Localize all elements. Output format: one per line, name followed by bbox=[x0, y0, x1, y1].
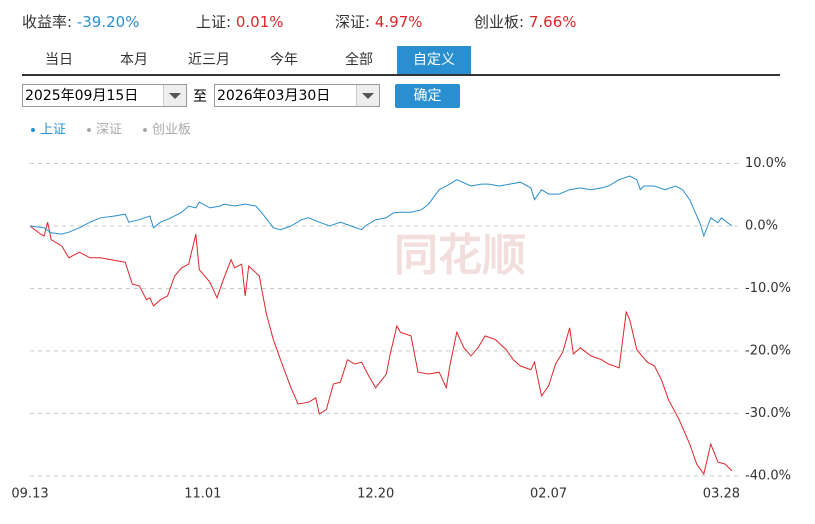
legend-label[interactable]: 深证 bbox=[96, 123, 122, 138]
tab[interactable]: 自定义 bbox=[397, 46, 471, 74]
y-tick-label: -30.0% bbox=[745, 406, 791, 421]
legend-dot bbox=[31, 128, 35, 132]
x-tick-label: 11.01 bbox=[184, 487, 221, 502]
stat-label: 创业板: bbox=[474, 13, 525, 31]
end-date-input[interactable]: 2026年03月30日 bbox=[214, 84, 380, 107]
tab[interactable]: 近三月 bbox=[188, 52, 230, 68]
tab[interactable]: 当日 bbox=[45, 52, 73, 68]
stat: 上证: 0.01% bbox=[196, 11, 284, 32]
dropdown-arrow[interactable] bbox=[163, 85, 186, 106]
y-tick-label: -10.0% bbox=[745, 281, 791, 296]
stat-value: 0.01% bbox=[235, 13, 284, 31]
tab[interactable]: 全部 bbox=[345, 52, 373, 68]
stat: 深证: 4.97% bbox=[335, 11, 423, 32]
tab[interactable]: 本月 bbox=[120, 52, 148, 68]
y-tick-label: 10.0% bbox=[745, 156, 786, 171]
start-date: 2025年09月15日 bbox=[25, 88, 139, 104]
watermark: 同花顺 bbox=[394, 230, 526, 281]
tab[interactable]: 今年 bbox=[270, 52, 298, 68]
start-date-input[interactable]: 2025年09月15日 bbox=[22, 84, 187, 107]
chart: 同花顺 10.0% 0.0% -10.0% -20.0% -30.0% -40.0% 09.1… bbox=[11, 123, 791, 502]
stat-value: 7.66% bbox=[528, 13, 577, 31]
legend-dot bbox=[143, 128, 147, 132]
series-line bbox=[29, 222, 733, 476]
x-tick-label: 02.07 bbox=[530, 487, 567, 502]
end-date: 2026年03月30日 bbox=[217, 88, 331, 104]
y-tick-label: 0.0% bbox=[745, 218, 778, 233]
tab-bar: 当日 本月 近三月 今年 全部 自定义 bbox=[22, 46, 780, 76]
legend-dot bbox=[87, 128, 91, 132]
x-tick-label: 09.13 bbox=[11, 487, 48, 502]
stat: 收益率: -39.20% bbox=[22, 11, 139, 32]
legend-label[interactable]: 上证 bbox=[40, 123, 66, 138]
dropdown-arrow[interactable] bbox=[356, 85, 379, 106]
y-tick-label: -40.0% bbox=[745, 468, 791, 483]
stat-label: 收益率: bbox=[22, 13, 73, 31]
legend-label[interactable]: 创业板 bbox=[152, 123, 191, 138]
x-tick-label: 12.20 bbox=[357, 487, 394, 502]
stat-value: -39.20% bbox=[76, 13, 140, 31]
x-tick-label: 03.28 bbox=[703, 487, 740, 502]
confirm-button[interactable]: 确定 bbox=[395, 84, 460, 108]
stat-label: 深证: bbox=[335, 13, 371, 31]
separator: 至 bbox=[193, 89, 207, 105]
y-tick-label: -20.0% bbox=[745, 343, 791, 358]
stat: 创业板: 7.66% bbox=[474, 11, 577, 32]
series-line bbox=[29, 175, 733, 238]
stat-label: 上证: bbox=[196, 13, 232, 31]
stat-value: 4.97% bbox=[374, 13, 423, 31]
